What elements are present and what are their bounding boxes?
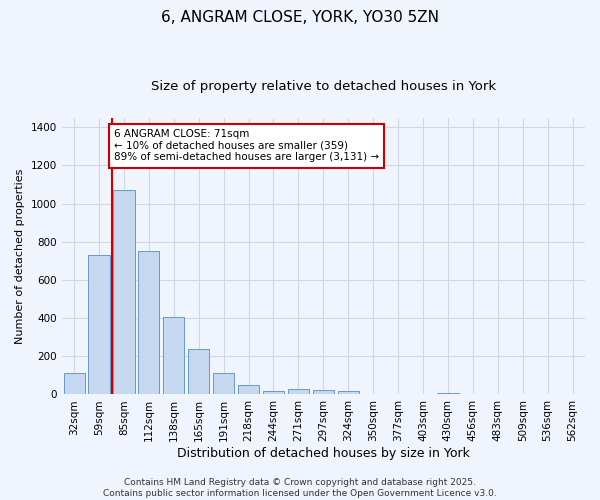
Bar [338, 390, 359, 394]
Bar [113, 190, 134, 394]
X-axis label: Distribution of detached houses by size in York: Distribution of detached houses by size … [177, 447, 470, 460]
Bar [263, 390, 284, 394]
Bar [138, 252, 160, 394]
Bar [288, 388, 309, 394]
Bar [213, 372, 234, 394]
Bar [64, 374, 85, 394]
Y-axis label: Number of detached properties: Number of detached properties [15, 168, 25, 344]
Bar [163, 317, 184, 394]
Bar [313, 390, 334, 394]
Bar [238, 385, 259, 394]
Bar [188, 348, 209, 395]
Title: Size of property relative to detached houses in York: Size of property relative to detached ho… [151, 80, 496, 93]
Text: 6, ANGRAM CLOSE, YORK, YO30 5ZN: 6, ANGRAM CLOSE, YORK, YO30 5ZN [161, 10, 439, 25]
Bar [88, 255, 110, 394]
Bar [437, 392, 458, 394]
Text: 6 ANGRAM CLOSE: 71sqm
← 10% of detached houses are smaller (359)
89% of semi-det: 6 ANGRAM CLOSE: 71sqm ← 10% of detached … [114, 129, 379, 162]
Text: Contains HM Land Registry data © Crown copyright and database right 2025.
Contai: Contains HM Land Registry data © Crown c… [103, 478, 497, 498]
